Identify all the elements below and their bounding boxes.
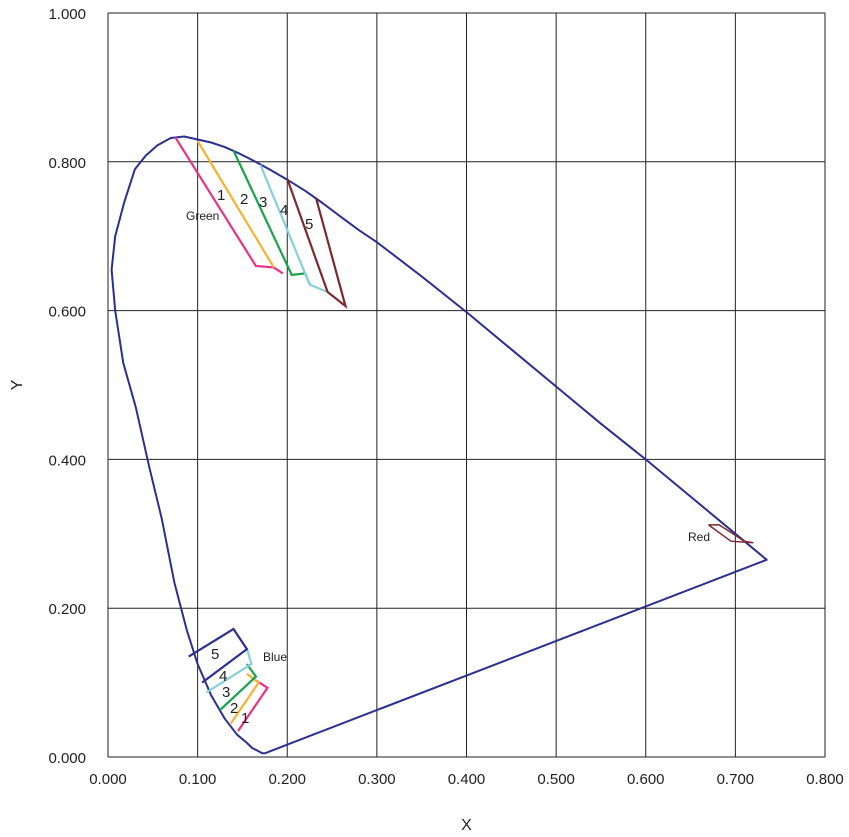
y-tick-label: 1.000 xyxy=(48,6,86,23)
x-tick-label: 0.000 xyxy=(89,771,127,788)
y-axis-title: Y xyxy=(9,379,26,390)
y-tick-label: 0.800 xyxy=(48,155,86,172)
green-band-number: 3 xyxy=(259,194,267,211)
green-label: Green xyxy=(186,209,219,223)
blue-band-2 xyxy=(229,672,261,725)
blue-band-number: 4 xyxy=(219,668,227,685)
spectral-locus xyxy=(110,135,768,755)
green-band-number: 5 xyxy=(305,216,313,233)
x-tick-label: 0.500 xyxy=(537,771,575,788)
blue-band-5 xyxy=(188,627,249,684)
x-tick-label: 0.800 xyxy=(806,771,844,788)
blue-label: Blue xyxy=(263,650,287,664)
y-tick-label: 0.200 xyxy=(48,601,86,618)
x-tick-labels: 0.000 0.100 0.200 0.300 0.400 0.500 0.600 0.700… xyxy=(89,771,844,788)
x-tick-label: 0.700 xyxy=(717,771,755,788)
red-region xyxy=(708,524,754,544)
green-band-number: 2 xyxy=(240,191,248,208)
green-band-number: 1 xyxy=(217,187,225,204)
blue-band-number: 2 xyxy=(230,700,238,717)
x-axis-title: X xyxy=(461,817,472,834)
green-band-5 xyxy=(286,178,348,310)
y-tick-label: 0.000 xyxy=(48,750,86,767)
green-band-1 xyxy=(174,136,284,275)
blue-band-3 xyxy=(219,663,258,711)
green-band-2 xyxy=(196,140,275,268)
blue-band-number: 1 xyxy=(241,710,249,727)
series-layer xyxy=(110,135,768,755)
blue-band-1 xyxy=(237,679,270,732)
y-tick-label: 0.400 xyxy=(48,452,86,469)
blue-band-number: 5 xyxy=(211,646,219,663)
y-tick-label: 0.600 xyxy=(48,304,86,321)
blue-band-number: 3 xyxy=(222,684,230,701)
x-tick-label: 0.100 xyxy=(179,771,217,788)
green-band-4 xyxy=(259,164,329,294)
blue-band-4 xyxy=(206,648,253,694)
x-tick-label: 0.600 xyxy=(627,771,665,788)
x-tick-label: 0.200 xyxy=(268,771,306,788)
red-label: Red xyxy=(688,530,710,544)
y-tick-labels: 0.000 0.200 0.400 0.600 0.800 1.000 xyxy=(48,6,86,767)
x-tick-label: 0.300 xyxy=(358,771,396,788)
green-band-number: 4 xyxy=(280,202,288,219)
x-tick-label: 0.400 xyxy=(448,771,486,788)
grid xyxy=(107,12,826,758)
